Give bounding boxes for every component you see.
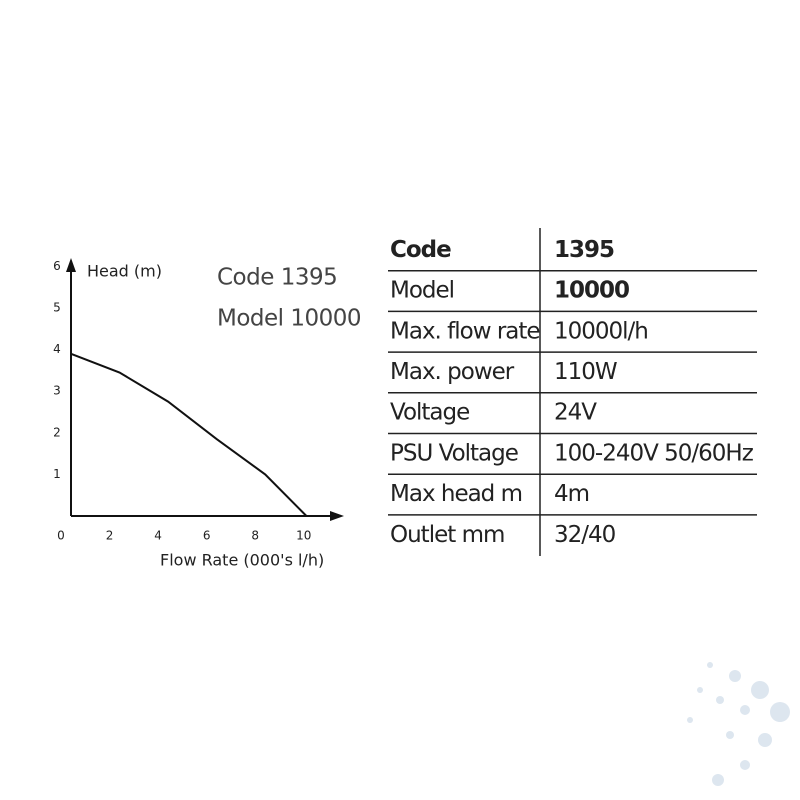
table-cell: Model <box>390 278 454 304</box>
decoration <box>687 662 790 786</box>
table-cell: 32/40 <box>554 522 616 548</box>
annotation: Model 10000 <box>217 306 361 332</box>
y-tick-label: 3 <box>53 384 61 398</box>
y-tick-label: 1 <box>53 467 61 481</box>
x-axis-label: Flow Rate (000's l/h) <box>160 551 324 570</box>
x-tick-label: 6 <box>203 529 211 543</box>
table-cell: Max head m <box>390 481 522 507</box>
table-cell: 100-240V 50/60Hz <box>554 440 754 466</box>
table-cell: PSU Voltage <box>390 440 518 466</box>
table-cell: Max. flow rate <box>390 318 540 344</box>
y-tick-label: 6 <box>53 259 61 273</box>
y-arrow <box>66 258 76 272</box>
table-cell: 4m <box>554 481 589 507</box>
x-tick-label: 2 <box>106 529 114 543</box>
table-cell: 24V <box>554 400 597 426</box>
x-tick-label: 8 <box>251 529 259 543</box>
table-cell: Voltage <box>390 400 469 426</box>
y-axis-label: Head (m) <box>87 262 162 281</box>
x-arrow <box>330 511 344 521</box>
table-cell: 1395 <box>554 237 614 263</box>
y-tick-label: 4 <box>53 342 61 356</box>
y-tick-label: 2 <box>53 425 61 439</box>
y-tick-label: 5 <box>53 301 61 315</box>
x-tick-label: 4 <box>154 529 162 543</box>
table-cell: Max. power <box>390 359 515 385</box>
annotation: Code 1395 <box>217 265 337 291</box>
table-cell: 10000l/h <box>554 318 648 344</box>
x-tick-label: 0 <box>57 529 65 543</box>
curve <box>70 352 308 517</box>
table-cell: Code <box>390 237 451 263</box>
x-tick-label: 10 <box>296 529 311 543</box>
table-cell: 110W <box>554 359 617 385</box>
table-cell: Outlet mm <box>390 522 504 548</box>
table-cell: 10000 <box>554 278 629 304</box>
